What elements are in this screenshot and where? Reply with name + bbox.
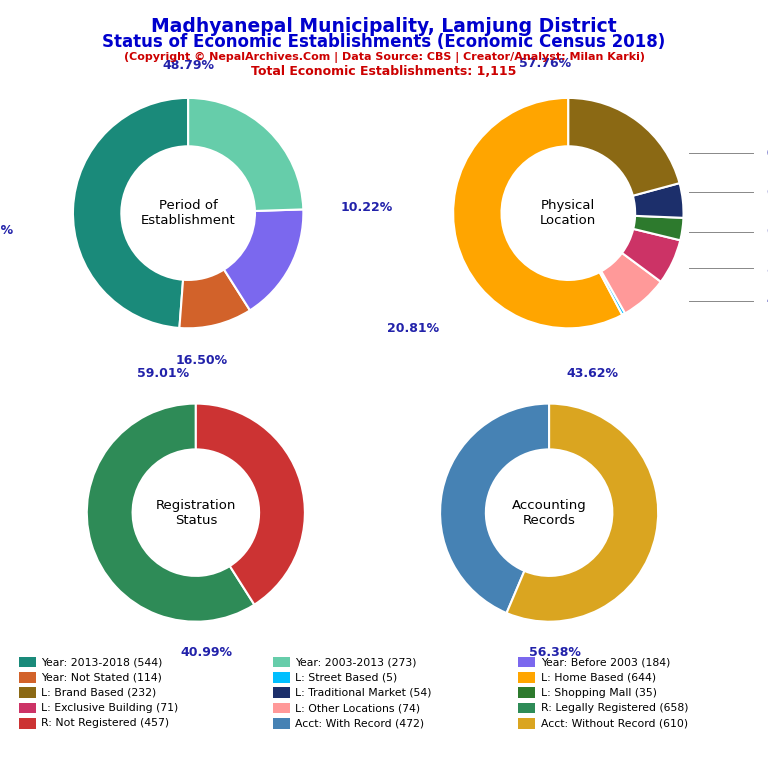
Text: L: Shopping Mall (35): L: Shopping Mall (35)	[541, 687, 657, 698]
Text: Registration
Status: Registration Status	[156, 498, 236, 527]
Text: 6.64%: 6.64%	[766, 186, 768, 199]
Wedge shape	[600, 271, 625, 315]
Text: R: Not Registered (457): R: Not Registered (457)	[41, 718, 170, 729]
Text: L: Traditional Market (54): L: Traditional Market (54)	[295, 687, 432, 698]
Text: 24.48%: 24.48%	[0, 224, 13, 237]
Wedge shape	[634, 216, 684, 240]
Text: 56.38%: 56.38%	[528, 646, 581, 659]
Text: 59.01%: 59.01%	[137, 366, 189, 379]
Text: L: Exclusive Building (71): L: Exclusive Building (71)	[41, 703, 179, 713]
Text: Status of Economic Establishments (Economic Census 2018): Status of Economic Establishments (Econo…	[102, 33, 666, 51]
Text: Year: 2013-2018 (544): Year: 2013-2018 (544)	[41, 657, 163, 667]
Text: L: Other Locations (74): L: Other Locations (74)	[295, 703, 420, 713]
Text: 10.22%: 10.22%	[340, 201, 392, 214]
Wedge shape	[188, 98, 303, 211]
Text: Acct: With Record (472): Acct: With Record (472)	[295, 718, 424, 729]
Text: 43.62%: 43.62%	[567, 366, 619, 379]
Text: Year: Before 2003 (184): Year: Before 2003 (184)	[541, 657, 670, 667]
Wedge shape	[453, 98, 622, 328]
Text: 16.50%: 16.50%	[176, 354, 228, 367]
Text: 20.81%: 20.81%	[387, 322, 439, 335]
Wedge shape	[196, 404, 305, 604]
Text: R: Legally Registered (658): R: Legally Registered (658)	[541, 703, 688, 713]
Wedge shape	[622, 229, 680, 282]
Wedge shape	[633, 183, 684, 218]
Text: 4.84%: 4.84%	[766, 294, 768, 307]
Wedge shape	[87, 404, 254, 621]
Text: Accounting
Records: Accounting Records	[511, 498, 587, 527]
Text: L: Brand Based (232): L: Brand Based (232)	[41, 687, 157, 698]
Wedge shape	[601, 253, 660, 313]
Text: L: Street Based (5): L: Street Based (5)	[295, 672, 397, 683]
Wedge shape	[507, 404, 658, 621]
Wedge shape	[440, 404, 549, 613]
Text: 6.37%: 6.37%	[766, 225, 768, 238]
Text: Year: 2003-2013 (273): Year: 2003-2013 (273)	[295, 657, 416, 667]
Wedge shape	[568, 98, 680, 196]
Text: 3.14%: 3.14%	[766, 262, 768, 275]
Text: 40.99%: 40.99%	[180, 646, 233, 659]
Text: Physical
Location: Physical Location	[540, 199, 597, 227]
Text: (Copyright © NepalArchives.Com | Data Source: CBS | Creator/Analyst: Milan Karki: (Copyright © NepalArchives.Com | Data So…	[124, 51, 644, 62]
Text: Year: Not Stated (114): Year: Not Stated (114)	[41, 672, 162, 683]
Wedge shape	[180, 270, 250, 328]
Text: Total Economic Establishments: 1,115: Total Economic Establishments: 1,115	[251, 65, 517, 78]
Wedge shape	[224, 210, 303, 310]
Text: Period of
Establishment: Period of Establishment	[141, 199, 236, 227]
Text: L: Home Based (644): L: Home Based (644)	[541, 672, 656, 683]
Text: 0.45%: 0.45%	[766, 147, 768, 160]
Text: Madhyanepal Municipality, Lamjung District: Madhyanepal Municipality, Lamjung Distri…	[151, 17, 617, 36]
Text: 57.76%: 57.76%	[519, 57, 571, 70]
Text: 48.79%: 48.79%	[162, 59, 214, 72]
Wedge shape	[73, 98, 188, 328]
Text: Acct: Without Record (610): Acct: Without Record (610)	[541, 718, 688, 729]
